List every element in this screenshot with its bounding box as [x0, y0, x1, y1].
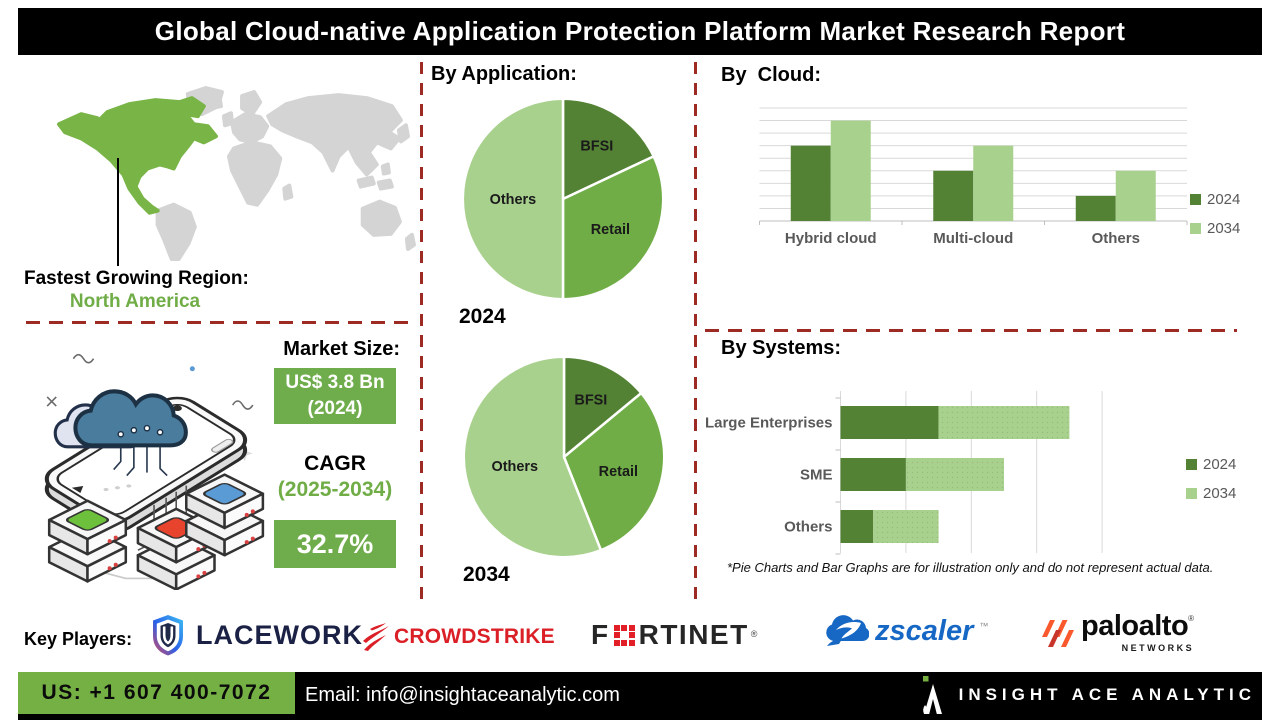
horizontal-separator-left	[26, 321, 416, 324]
legend-label: 2034	[1207, 220, 1241, 237]
europe	[229, 112, 270, 145]
logo-crowdstrike: CROWDSTRIKE	[362, 622, 555, 652]
logo-zscaler: zscaler ™	[823, 613, 988, 649]
svg-text:Others: Others	[490, 192, 537, 208]
lacework-wordmark: LACEWORK	[196, 619, 363, 650]
title-bar: Global Cloud-native Application Protecti…	[18, 8, 1262, 55]
logo-paloalto: paloalto ® NETWORKS	[1040, 612, 1194, 653]
paloalto-slashes-icon	[1042, 619, 1074, 647]
svg-text:Retail: Retail	[599, 464, 638, 480]
map-pointer-line	[117, 158, 119, 266]
pie-year-2024: 2024	[459, 305, 506, 328]
fortinet-registered-mark: ®	[750, 629, 758, 639]
pie-year-2034: 2034	[463, 563, 510, 586]
vertical-separator-right	[694, 62, 697, 600]
crowdstrike-wordmark: CROWDSTRIKE	[394, 625, 555, 648]
phone-badge: US: +1 607 400-7072	[18, 672, 295, 714]
pie-chart-2024: BFSI Retail Others	[457, 93, 669, 305]
legend-label: 2034	[1203, 485, 1237, 502]
brand-block: INSIGHT ACE ANALYTIC	[921, 672, 1256, 718]
market-size-value: US$ 3.8 Bn	[285, 372, 385, 394]
region-value: North America	[69, 291, 201, 312]
region-label: Fastest Growing Region:	[24, 268, 249, 289]
key-players-label: Key Players:	[24, 629, 133, 649]
legend-by-cloud: 2024 2034	[1190, 191, 1240, 249]
phone	[44, 396, 248, 523]
legend-swatch	[1186, 488, 1197, 499]
legend-swatch	[1190, 194, 1201, 205]
paloalto-networks-sub: NETWORKS	[1121, 643, 1195, 653]
paloalto-wordmark: paloalto	[1081, 610, 1189, 642]
svg-text:Others: Others	[784, 519, 832, 536]
legend-item: 2024	[1190, 191, 1240, 208]
north-america-highlight	[57, 96, 218, 215]
fortinet-wordmark-pre: F	[591, 619, 610, 650]
legend-item: 2024	[1186, 456, 1236, 473]
fortinet-wordmark-post: RTINET	[638, 619, 749, 650]
legend-label: 2024	[1203, 456, 1237, 473]
email-text: Email: info@insightaceanalytic.com	[305, 683, 620, 706]
logo-fortinet: F RTINET ®	[591, 619, 757, 651]
svg-text:Others: Others	[1092, 230, 1140, 247]
disclaimer-note: *Pie Charts and Bar Graphs are for illus…	[727, 560, 1214, 575]
australia	[360, 199, 402, 237]
world-map	[57, 86, 416, 261]
vertical-separator-left	[420, 62, 423, 600]
svg-text:BFSI: BFSI	[574, 393, 607, 409]
insight-ace-logo-icon	[922, 676, 942, 714]
legend-item: 2034	[1186, 485, 1236, 502]
legend-by-systems: 2024 2034	[1186, 456, 1236, 514]
svg-text:Retail: Retail	[591, 222, 630, 238]
brand-name: INSIGHT ACE ANALYTIC	[958, 685, 1256, 704]
legend-label: 2024	[1207, 191, 1241, 208]
zscaler-wordmark: zscaler	[875, 614, 974, 647]
cagr-value-badge: 32.7%	[274, 520, 396, 568]
asia	[266, 93, 403, 177]
section-heading-systems: By Systems:	[721, 337, 842, 359]
svg-text:BFSI: BFSI	[580, 139, 613, 155]
cagr-period: (2025-2034)	[277, 478, 393, 501]
market-size-heading: Market Size:	[283, 338, 400, 360]
market-size-badge: US$ 3.8 Bn (2024)	[274, 368, 396, 424]
section-heading-application: By Application:	[431, 63, 577, 85]
cloud-server-illustration	[44, 353, 277, 590]
legend-swatch	[1186, 459, 1197, 470]
south-america	[155, 202, 197, 261]
bar-chart-by-cloud: Hybrid cloud Multi-cloud Others	[700, 96, 1240, 261]
zscaler-tm-mark: ™	[979, 621, 989, 631]
svg-text:SME: SME	[800, 467, 833, 484]
lacework-shield-icon	[153, 615, 183, 656]
pie-chart-2034: BFSI Retail Others	[458, 351, 670, 563]
svg-text:Multi-cloud: Multi-cloud	[933, 230, 1013, 247]
cagr-label: CAGR	[304, 452, 366, 475]
phone-number: US: +1 607 400-7072	[41, 681, 272, 704]
cloud-icon	[53, 389, 188, 449]
crowdstrike-falcon-icon	[363, 623, 389, 651]
zscaler-cloud-icon	[826, 615, 869, 646]
server-green	[49, 501, 126, 582]
continents-gray	[155, 86, 416, 261]
logo-lacework: LACEWORK	[150, 614, 363, 656]
page-title: Global Cloud-native Application Protecti…	[154, 16, 1126, 46]
svg-text:Hybrid cloud: Hybrid cloud	[785, 230, 877, 247]
market-size-year: (2024)	[307, 398, 363, 419]
svg-text:Others: Others	[492, 459, 539, 475]
fortinet-o-icon	[613, 624, 635, 646]
decor-squiggles	[46, 353, 254, 410]
svg-text:Large Enterprises: Large Enterprises	[705, 415, 833, 432]
paloalto-registered-mark: ®	[1188, 614, 1195, 623]
africa	[226, 140, 283, 207]
legend-item: 2034	[1190, 220, 1240, 237]
legend-swatch	[1190, 223, 1201, 234]
section-heading-cloud: By Cloud:	[721, 64, 821, 86]
bar-chart-by-systems: Large Enterprises SME Others	[700, 385, 1240, 565]
footer-bar: US: +1 607 400-7072 Email: info@insighta…	[18, 672, 1262, 720]
horizontal-separator-right	[705, 329, 1237, 332]
